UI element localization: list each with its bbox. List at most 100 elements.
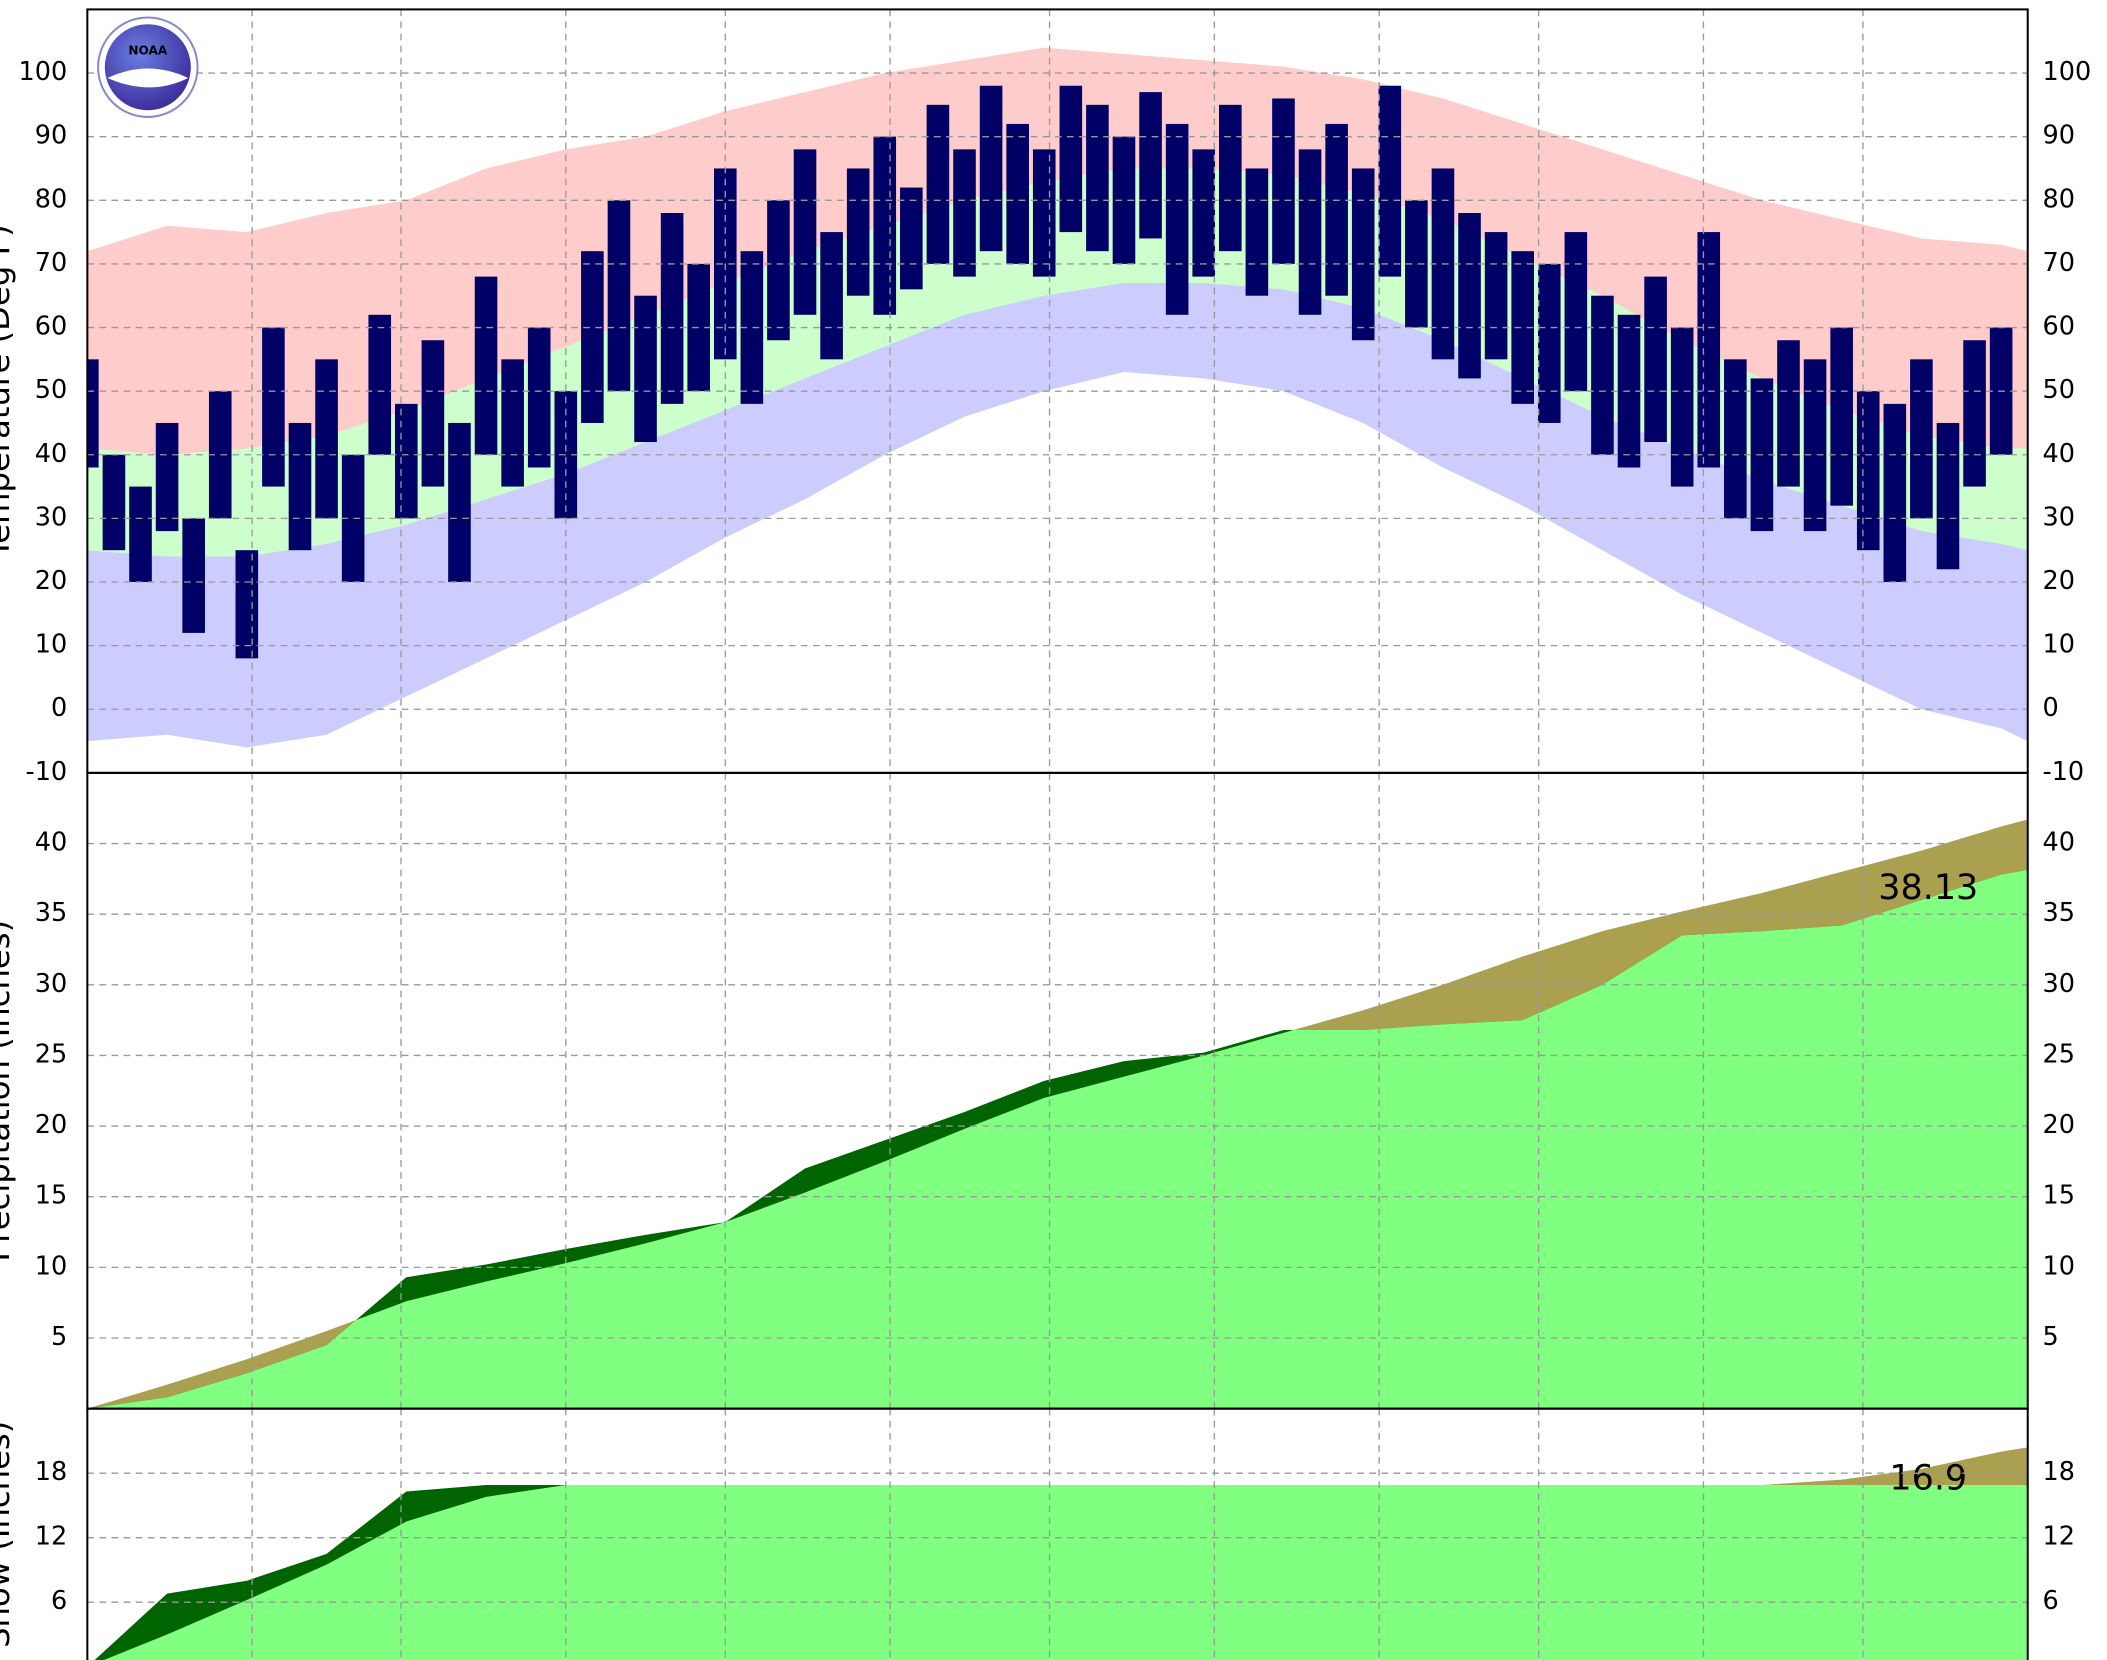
observed-temperature-bar: [846, 168, 870, 296]
observed-temperature-bar: [1564, 232, 1588, 392]
observed-temperature-bar: [102, 454, 126, 551]
y-tick-label: 40: [35, 439, 67, 469]
observed-temperature-bar: [208, 391, 232, 519]
y-tick-label: 20: [35, 566, 67, 596]
y-tick-label: 90: [35, 121, 67, 151]
y2-tick-label: 15: [2043, 1181, 2075, 1211]
observed-temperature-bar: [634, 295, 657, 443]
y-tick-label: 0: [51, 693, 67, 723]
noaa-logo: NOAA: [97, 16, 199, 118]
overlap-area: [87, 1484, 2028, 1660]
observed-temperature-bar: [368, 314, 392, 455]
observed-temperature-bar: [1697, 232, 1721, 468]
observed-temperature-bar: [527, 327, 551, 468]
y-tick-label: 60: [35, 312, 67, 342]
panel-frame: [86, 1407, 2029, 1660]
y-tick-label: 40: [35, 828, 67, 858]
observed-temperature-bar: [1325, 123, 1348, 296]
y2-tick-label: 70: [2043, 248, 2075, 278]
temperature-band: [87, 372, 2028, 773]
observed-temperature-bar: [1883, 403, 1907, 583]
observed-temperature-bar: [1936, 422, 1960, 570]
y2-tick-label: 40: [2043, 828, 2075, 858]
observed-temperature-bar: [581, 251, 604, 423]
y-tick-label: 25: [35, 1039, 67, 1069]
y2-tick-label: 30: [2043, 969, 2075, 999]
y2-tick-label: 100: [2043, 57, 2092, 87]
observed-temperature-bar: [900, 187, 923, 290]
observed-temperature-bar: [1777, 340, 1800, 487]
observed-temperature-bar: [1591, 295, 1614, 455]
y2-tick-label: -10: [2043, 757, 2085, 787]
y2-tick-label: 30: [2043, 502, 2075, 532]
y2-tick-label: 25: [2043, 1039, 2075, 1069]
observed-temperature-bar: [793, 149, 817, 315]
observed-temperature-bar: [341, 454, 365, 583]
total-annotation: 16.9: [1889, 1459, 1967, 1499]
observed-temperature-bar: [315, 359, 338, 519]
y-tick-label: 30: [35, 502, 67, 532]
panel: [87, 819, 2028, 1409]
y-tick-label: 35: [35, 898, 67, 928]
observed-temperature-bar: [1856, 391, 1880, 551]
y-axis-label: Snow (Inches): [0, 1421, 17, 1648]
observed-temperature-bar: [1298, 149, 1322, 315]
y-tick-label: 20: [35, 1110, 67, 1140]
observed-temperature-bar: [1059, 85, 1083, 233]
y-tick-label: 10: [35, 1251, 67, 1281]
y-axis-label: Precipitation (Inches): [0, 920, 17, 1262]
y-tick-label: 50: [35, 375, 67, 405]
observed-temperature-bar: [1484, 232, 1508, 360]
observed-temperature-bar: [740, 251, 764, 404]
observed-temperature-bar: [1165, 123, 1189, 315]
observed-temperature-bar: [155, 422, 179, 532]
observed-temperature-bar: [501, 359, 524, 487]
observed-temperature-bar: [288, 422, 312, 551]
observed-temperature-bar: [1112, 136, 1136, 264]
observed-temperature-bar: [1803, 359, 1827, 532]
observed-temperature-bar: [1963, 340, 1986, 487]
y2-tick-label: 40: [2043, 439, 2075, 469]
observed-temperature-bar: [1724, 359, 1747, 519]
observed-temperature-bar: [554, 391, 578, 519]
observed-temperature-bar: [1511, 251, 1534, 404]
y-tick-label: 30: [35, 969, 67, 999]
overlap-area: [87, 869, 2028, 1409]
observed-temperature-bar: [979, 85, 1003, 252]
y2-tick-label: 0: [2043, 693, 2059, 723]
panel: [87, 1447, 2028, 1660]
y-tick-label: 18: [35, 1457, 67, 1487]
observed-temperature-bar: [421, 340, 445, 487]
observed-temperature-bar: [262, 327, 285, 487]
observed-temperature-bar: [1219, 104, 1242, 252]
y2-tick-label: 35: [2043, 898, 2075, 928]
observed-temperature-bar: [129, 486, 152, 583]
plot-layer: -10 -10 0 0 10 10 20 20 30 30 40 40 50 50 60 60 70 70 80 80…: [0, 8, 2092, 1660]
observed-temperature-bar: [395, 403, 418, 519]
observed-temperature-bar: [182, 518, 205, 633]
y-tick-label: 10: [35, 630, 67, 660]
observed-temperature-bar: [873, 136, 897, 315]
y-tick-label: 70: [35, 248, 67, 278]
observed-temperature-bar: [1351, 168, 1375, 341]
y2-tick-label: 20: [2043, 1110, 2075, 1140]
y2-tick-label: 5: [2043, 1322, 2059, 1352]
y-tick-label: 6: [51, 1586, 67, 1616]
y2-tick-label: 10: [2043, 1251, 2075, 1281]
y-tick-label: 5: [51, 1322, 67, 1352]
observed-temperature-bar: [1644, 276, 1667, 443]
y2-tick-label: 60: [2043, 312, 2075, 342]
observed-temperature-bar: [820, 232, 843, 360]
total-annotation: 38.13: [1878, 868, 1978, 908]
observed-temperature-bar: [1670, 327, 1694, 487]
y2-tick-label: 6: [2043, 1586, 2059, 1616]
observed-temperature-bar: [87, 359, 99, 468]
observed-temperature-bar: [1192, 149, 1216, 277]
y-axis-label: Temperature (Deg F): [0, 224, 17, 559]
observed-temperature-bar: [1032, 149, 1056, 277]
observed-temperature-bar: [1458, 212, 1481, 379]
observed-temperature-bar: [1086, 104, 1109, 252]
observed-temperature-bar: [1006, 123, 1029, 264]
